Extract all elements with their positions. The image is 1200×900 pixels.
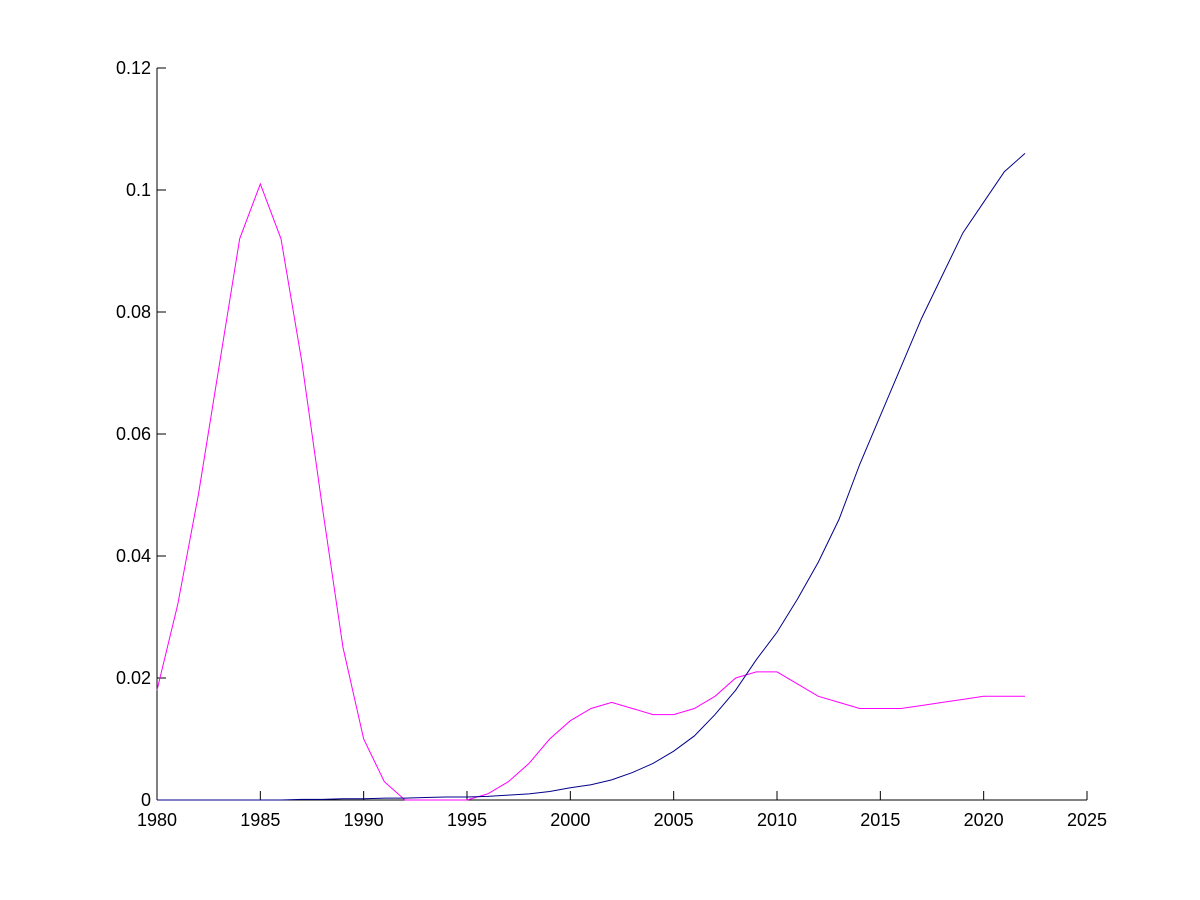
y-tick-label: 0.06: [116, 424, 151, 444]
x-tick-label: 2020: [964, 810, 1004, 830]
x-tick-label: 1995: [447, 810, 487, 830]
y-tick-label: 0.04: [116, 546, 151, 566]
line: [157, 153, 1026, 801]
y-tick-label: 0.08: [116, 302, 151, 322]
y-tick-label: 0.1: [126, 180, 151, 200]
line: [156, 182, 1025, 801]
y-tick-label: 0.02: [116, 668, 151, 688]
x-tick-label: 1980: [137, 810, 177, 830]
x-tick-label: 2015: [860, 810, 900, 830]
y-tick-label: 0.12: [116, 58, 151, 78]
x-tick-label: 2010: [757, 810, 797, 830]
y-tick-label: 0: [141, 790, 151, 810]
x-tick-label: 2005: [654, 810, 694, 830]
x-tick-label: 1990: [344, 810, 384, 830]
x-tick-label: 2000: [550, 810, 590, 830]
x-tick-label: 2025: [1067, 810, 1107, 830]
x-tick-label: 1985: [240, 810, 280, 830]
